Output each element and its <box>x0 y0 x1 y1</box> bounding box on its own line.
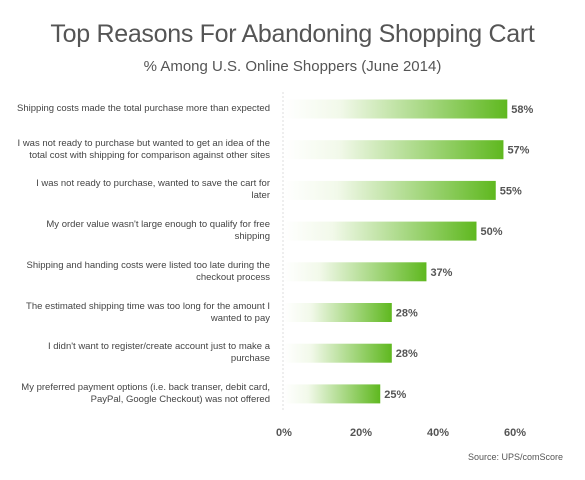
bar-7 <box>284 343 392 363</box>
value-label-5: 37% <box>430 267 452 279</box>
category-label-3: I was not ready to purchase, wanted to s… <box>36 178 270 202</box>
value-label-8: 25% <box>384 389 406 401</box>
value-label-2: 57% <box>507 145 529 157</box>
bar-6 <box>284 303 392 322</box>
x-tick-label-4: 60% <box>504 427 526 439</box>
value-label-3: 55% <box>500 185 522 197</box>
bar-4 <box>284 221 477 241</box>
category-label-5: Shipping and handing costs were listed t… <box>26 259 270 283</box>
bar-3 <box>284 180 496 200</box>
bar-5 <box>284 262 427 282</box>
value-label-1: 58% <box>511 104 533 116</box>
category-label-2: I was not ready to purchase but wanted t… <box>17 137 270 161</box>
bar-2 <box>284 140 504 160</box>
value-label-6: 28% <box>396 308 418 320</box>
category-label-6: The estimated shipping time was too long… <box>26 300 270 324</box>
x-tick-label-2: 20% <box>350 427 372 439</box>
bar-1 <box>284 99 508 119</box>
category-label-1: Shipping costs made the total purchase m… <box>17 103 270 114</box>
x-tick-label-1: 0% <box>276 427 292 439</box>
bars-group: 58% 57% 55% 50% 37% 28% 28% 25% <box>284 99 534 404</box>
category-label-8: My preferred payment options (i.e. back … <box>21 381 270 405</box>
x-tick-label-3: 40% <box>427 427 449 439</box>
x-axis-ticks: 0% 20% 40% 60% <box>276 427 526 439</box>
chart-subtitle: % Among U.S. Online Shoppers (June 2014) <box>143 58 442 75</box>
category-label-7: I didn't want to register/create account… <box>47 341 270 365</box>
value-label-4: 50% <box>481 226 503 238</box>
bar-8 <box>284 384 381 404</box>
source-note: Source: UPS/comScore <box>467 452 563 462</box>
value-label-7: 28% <box>396 348 418 360</box>
category-label-4: My order value wasn't large enough to qu… <box>46 219 270 243</box>
chart-title: Top Reasons For Abandoning Shopping Cart <box>50 20 535 48</box>
